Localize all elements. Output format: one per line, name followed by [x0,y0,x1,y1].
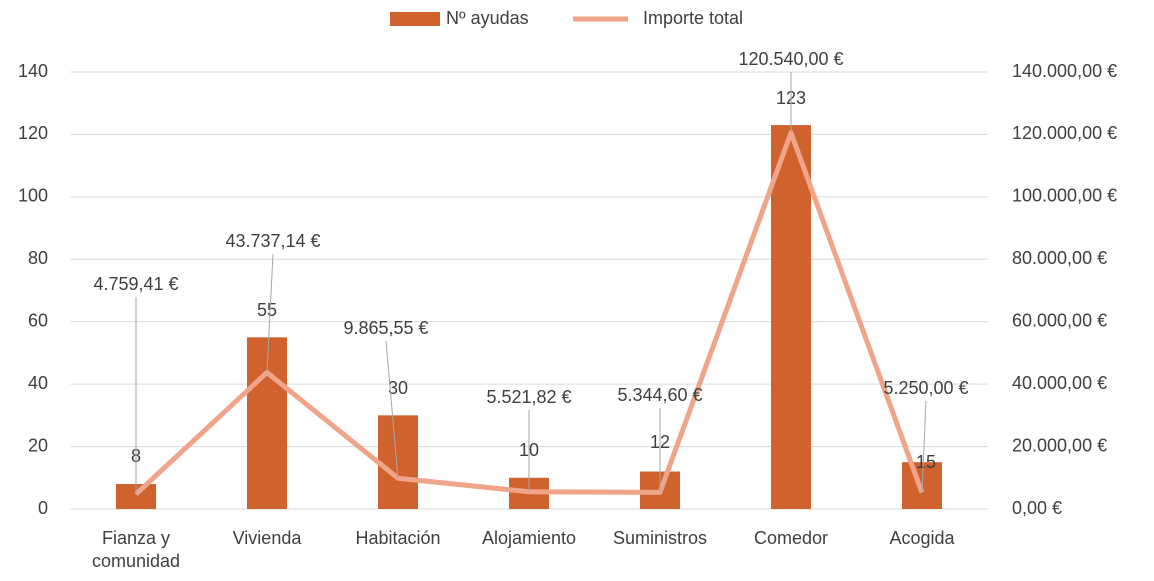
y-tick-label: 40 [28,373,48,393]
leader-line [266,253,274,373]
x-tick-label: Acogida [889,528,955,548]
y-tick-label: 120 [18,123,48,143]
y2-tick-label: 80.000,00 € [1012,248,1107,268]
x-tick-label: Fianza y comunidad [91,528,181,571]
y2-tick-label: 40.000,00 € [1012,373,1107,393]
line-label: 5.250,00 € [883,378,968,398]
y-tick-label: 60 [28,310,48,330]
line-label: 4.759,41 € [93,274,178,294]
y2-tick-label: 20.000,00 € [1012,435,1107,455]
legend-label: Nº ayudas [446,8,529,28]
y-tick-label: 100 [18,186,48,206]
x-tick-label: Habitación [355,528,441,548]
y-tick-label: 140 [18,61,48,81]
leader-line [921,400,927,493]
x-tick-label: Alojamiento [481,528,577,548]
x-tick-label: Comedor [753,528,829,548]
bar [771,125,811,510]
y2-tick-label: 140.000,00 € [1012,61,1117,81]
x-tick-label: Suministros [612,528,708,548]
line-label: 120.540,00 € [738,49,843,69]
legend-swatch [390,12,440,26]
legend-label: Importe total [643,8,743,28]
leader-line [385,340,399,479]
y2-tick-label: 60.000,00 € [1012,310,1107,330]
bar-label: 30 [388,378,408,398]
line-label: 9.865,55 € [343,318,428,338]
y-tick-label: 80 [28,248,48,268]
y-tick-label: 0 [38,498,48,518]
line-label: 5.521,82 € [486,387,571,407]
bar [378,415,418,509]
y-tick-label: 20 [28,435,48,455]
x-tick-label: Vivienda [232,528,302,548]
y2-tick-label: 120.000,00 € [1012,123,1117,143]
line-label: 5.344,60 € [617,385,702,405]
y2-tick-label: 0,00 € [1012,498,1062,518]
line-label: 43.737,14 € [225,231,320,251]
bar-label: 55 [257,300,277,320]
y2-tick-label: 100.000,00 € [1012,186,1117,206]
bar-label: 15 [916,452,936,472]
